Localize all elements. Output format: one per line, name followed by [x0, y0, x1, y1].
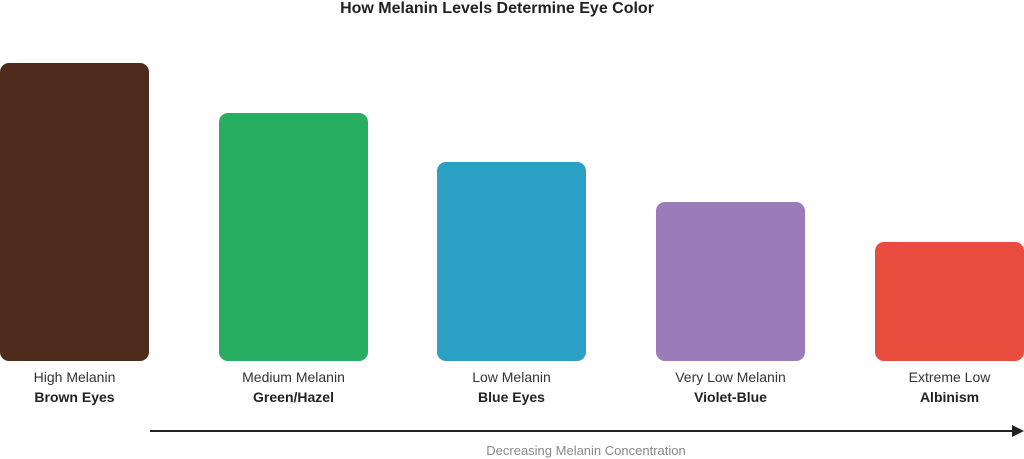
bar-label: Low Melanin Blue Eyes	[437, 368, 586, 406]
bar-albinism	[875, 242, 1024, 361]
eye-color-label: Brown Eyes	[34, 389, 115, 405]
axis-label: Decreasing Melanin Concentration	[486, 443, 686, 458]
direction-axis-line	[150, 430, 1016, 432]
melanin-level-label: Low Melanin	[472, 369, 551, 385]
bar-brown-eyes	[0, 63, 149, 361]
melanin-level-label: High Melanin	[33, 369, 116, 385]
bar-violet-blue	[656, 202, 805, 361]
chart-title: How Melanin Levels Determine Eye Color	[340, 0, 654, 17]
bar-label: Very Low Melanin Violet-Blue	[656, 368, 805, 406]
bar-label: Medium Melanin Green/Hazel	[219, 368, 368, 406]
bar-green-hazel	[219, 113, 368, 361]
eye-color-label: Albinism	[919, 389, 980, 405]
arrow-right-icon	[1012, 425, 1024, 437]
eye-color-label: Blue Eyes	[478, 389, 545, 405]
eye-color-label: Violet-Blue	[694, 389, 767, 405]
melanin-level-label: Medium Melanin	[242, 369, 345, 385]
eye-color-label: Green/Hazel	[253, 389, 334, 405]
bar-blue-eyes	[437, 162, 586, 361]
melanin-level-label: Very Low Melanin	[675, 369, 786, 385]
melanin-level-label: Extreme Low	[908, 369, 991, 385]
bar-label: High Melanin Brown Eyes	[0, 368, 149, 406]
bar-label: Extreme Low Albinism	[875, 368, 1024, 406]
